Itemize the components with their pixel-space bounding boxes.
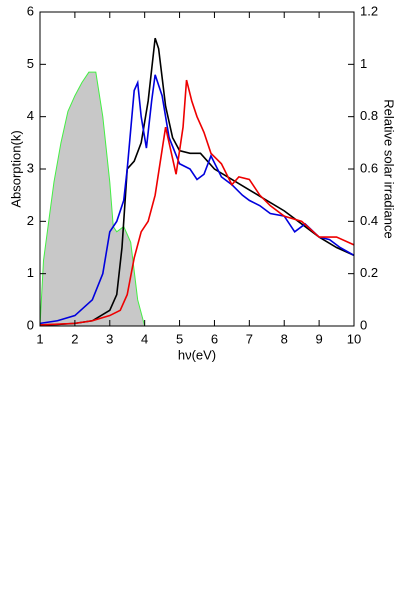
x-tick-label: 8 <box>281 331 288 346</box>
x-tick-label: 5 <box>176 331 183 346</box>
y2-tick-label: 0 <box>360 317 367 332</box>
y-tick-label: 3 <box>27 160 34 175</box>
x-tick-label: 10 <box>347 331 361 346</box>
y2-tick-label: 0.8 <box>360 108 378 123</box>
y2-tick-label: 0.4 <box>360 213 378 228</box>
y-tick-label: 1 <box>27 265 34 280</box>
y2-tick-label: 0.2 <box>360 265 378 280</box>
x-tick-label: 9 <box>315 331 322 346</box>
x-tick-label: 3 <box>106 331 113 346</box>
y-tick-label: 5 <box>27 56 34 71</box>
x-tick-label: 1 <box>36 331 43 346</box>
y2-tick-label: 1.2 <box>360 3 378 18</box>
y2-tick-label: 0.6 <box>360 160 378 175</box>
solar-area <box>40 72 145 326</box>
y-tick-label: 6 <box>27 3 34 18</box>
x-tick-label: 2 <box>71 331 78 346</box>
x-tick-label: 6 <box>211 331 218 346</box>
y-axis-label: Absorption(k) <box>8 130 23 207</box>
absorption-line <box>39 74 355 325</box>
y-tick-label: 2 <box>27 213 34 228</box>
x-tick-label: 7 <box>246 331 253 346</box>
x-axis-label: hν(eV) <box>178 347 216 362</box>
y2-tick-label: 1 <box>360 56 367 71</box>
absorption-line <box>39 79 355 326</box>
absorption-line <box>39 37 355 326</box>
solar-outline <box>39 71 146 327</box>
y2-axis-label: Relative solar irradiance <box>382 99 397 238</box>
x-tick-label: 4 <box>141 331 148 346</box>
y-tick-label: 0 <box>27 317 34 332</box>
y-tick-label: 4 <box>27 108 34 123</box>
